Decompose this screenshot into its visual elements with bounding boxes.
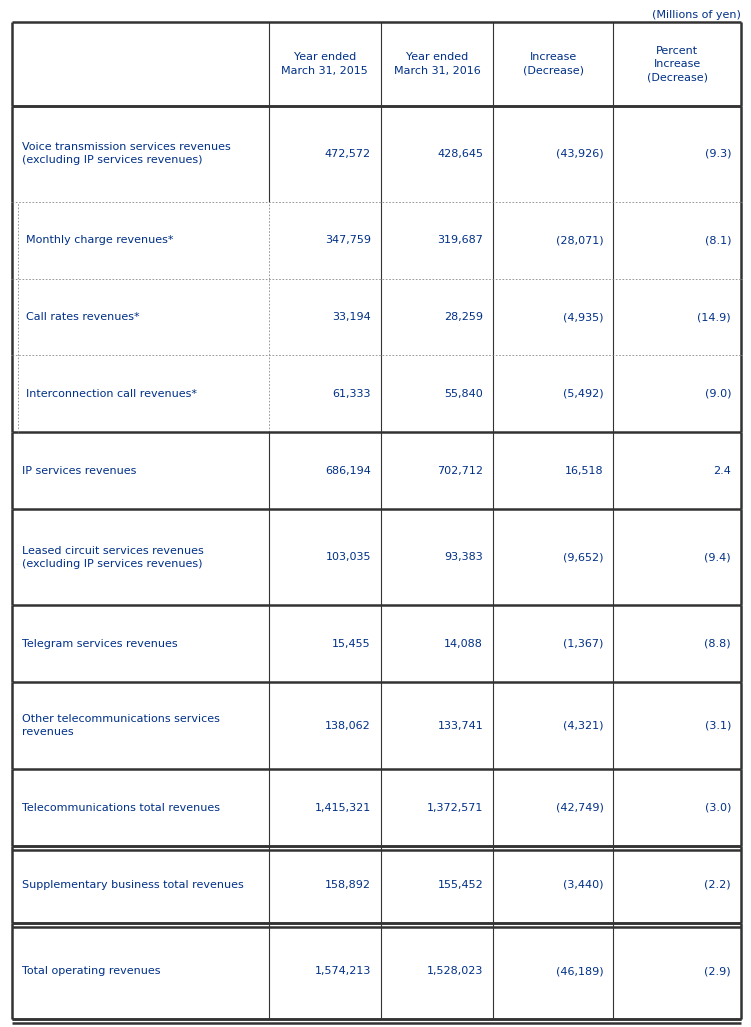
Text: (9.0): (9.0) [704,389,731,398]
Text: 2.4: 2.4 [713,466,731,476]
Text: 55,840: 55,840 [445,389,483,398]
Text: 347,759: 347,759 [325,235,371,245]
Text: (28,071): (28,071) [556,235,603,245]
Text: (8.1): (8.1) [704,235,731,245]
Text: 14,088: 14,088 [445,639,483,648]
Text: 33,194: 33,194 [332,312,371,322]
Text: Year ended
March 31, 2015: Year ended March 31, 2015 [282,52,368,76]
Text: (9,652): (9,652) [563,553,603,562]
Text: 472,572: 472,572 [324,149,371,159]
Text: 61,333: 61,333 [333,389,371,398]
Text: (46,189): (46,189) [556,966,603,977]
Text: (43,926): (43,926) [556,149,603,159]
Text: (4,935): (4,935) [563,312,603,322]
Text: Other telecommunications services
revenues: Other telecommunications services revenu… [22,714,220,737]
Text: (4,321): (4,321) [563,721,603,731]
Text: 155,452: 155,452 [437,880,483,890]
Text: Increase
(Decrease): Increase (Decrease) [523,52,584,76]
Text: (14.9): (14.9) [698,312,731,322]
Text: (5,492): (5,492) [562,389,603,398]
Text: 1,528,023: 1,528,023 [427,966,483,977]
Text: 93,383: 93,383 [445,553,483,562]
Text: 702,712: 702,712 [437,466,483,476]
Text: Year ended
March 31, 2016: Year ended March 31, 2016 [394,52,481,76]
Text: 133,741: 133,741 [437,721,483,731]
Text: (Millions of yen): (Millions of yen) [652,10,741,20]
Text: (3,440): (3,440) [563,880,603,890]
Text: 1,415,321: 1,415,321 [315,803,371,813]
Text: Leased circuit services revenues
(excluding IP services revenues): Leased circuit services revenues (exclud… [22,545,204,569]
Text: (2.2): (2.2) [704,880,731,890]
Text: Telecommunications total revenues: Telecommunications total revenues [22,803,220,813]
Text: (3.0): (3.0) [704,803,731,813]
Text: (8.8): (8.8) [704,639,731,648]
Text: 138,062: 138,062 [325,721,371,731]
Text: 16,518: 16,518 [565,466,603,476]
Text: Percent
Increase
(Decrease): Percent Increase (Decrease) [647,46,707,82]
Text: Telegram services revenues: Telegram services revenues [22,639,178,648]
Text: 15,455: 15,455 [332,639,371,648]
Text: 319,687: 319,687 [437,235,483,245]
Text: Monthly charge revenues*: Monthly charge revenues* [26,235,173,245]
Text: (1,367): (1,367) [563,639,603,648]
Text: (42,749): (42,749) [556,803,603,813]
Text: Interconnection call revenues*: Interconnection call revenues* [26,389,197,398]
Text: Voice transmission services revenues
(excluding IP services revenues): Voice transmission services revenues (ex… [22,142,231,165]
Text: 1,574,213: 1,574,213 [315,966,371,977]
Text: IP services revenues: IP services revenues [22,466,137,476]
Text: 428,645: 428,645 [437,149,483,159]
Text: (3.1): (3.1) [704,721,731,731]
Text: (9.3): (9.3) [704,149,731,159]
Text: Call rates revenues*: Call rates revenues* [26,312,140,322]
Text: (2.9): (2.9) [704,966,731,977]
Text: (9.4): (9.4) [704,553,731,562]
Text: Total operating revenues: Total operating revenues [22,966,161,977]
Text: 28,259: 28,259 [444,312,483,322]
Text: 103,035: 103,035 [325,553,371,562]
Text: Supplementary business total revenues: Supplementary business total revenues [22,880,244,890]
Text: 686,194: 686,194 [325,466,371,476]
Text: 158,892: 158,892 [325,880,371,890]
Text: 1,372,571: 1,372,571 [427,803,483,813]
